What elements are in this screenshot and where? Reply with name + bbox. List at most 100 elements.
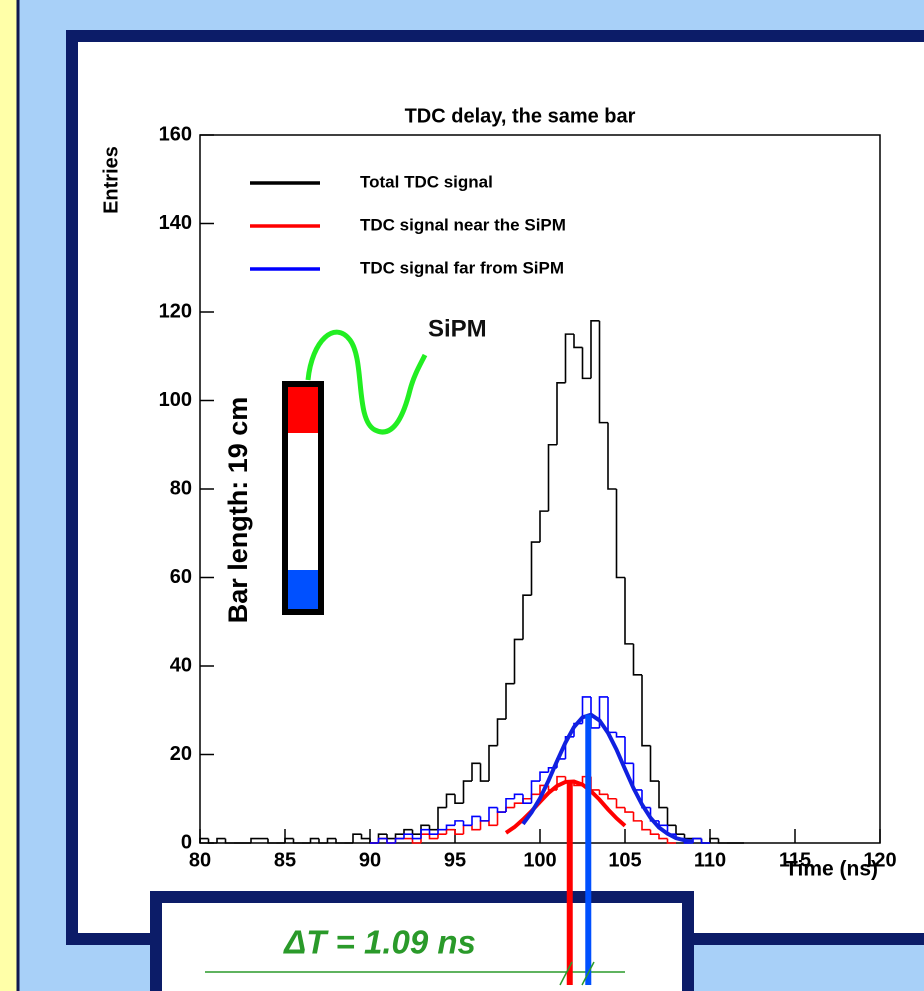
histogram-bin: [292, 838, 302, 844]
histogram-bin: [547, 443, 557, 512]
legend-label: TDC signal far from SiPM: [360, 258, 564, 277]
histogram-bin: [658, 834, 668, 840]
y-tick-label: 40: [170, 654, 192, 676]
histogram-bin: [488, 820, 498, 827]
histogram-bin: [326, 837, 336, 843]
delta-tick: [559, 961, 573, 986]
histogram-bin: [598, 789, 608, 796]
histogram-bin: [437, 806, 447, 830]
x-tick-label: 115: [779, 849, 811, 871]
histogram-bin: [581, 696, 591, 724]
bar-length-label: Bar length: 19 cm: [223, 397, 253, 624]
histogram-bin: [224, 838, 234, 844]
histogram-bin: [615, 732, 625, 738]
histogram-bin: [284, 837, 294, 843]
histogram-bin: [505, 797, 515, 813]
histogram-bin: [530, 541, 540, 596]
histogram-bin: [386, 838, 396, 844]
chart-title: TDC delay, the same bar: [405, 105, 636, 127]
histogram-bin: [411, 838, 421, 844]
histogram-bin: [428, 834, 438, 840]
x-tick-label: 80: [189, 849, 211, 871]
histogram-bin: [454, 820, 464, 826]
histogram-bin: [471, 825, 481, 831]
bar-near-end: [288, 387, 318, 433]
histogram-bin: [454, 829, 464, 835]
delta-t-label: ΔT = 1.09 ns: [282, 924, 476, 961]
histogram-bin: [479, 763, 489, 782]
histogram-bin: [709, 837, 719, 843]
histogram-bin: [513, 793, 523, 799]
histogram-bin: [615, 489, 625, 579]
x-axis-label: Time (ns): [785, 858, 878, 881]
histogram-bin: [403, 828, 413, 835]
panel: [66, 30, 924, 945]
legend-label: Total TDC signal: [360, 172, 493, 191]
histogram-bin: [471, 762, 481, 782]
y-axis-label: Entries: [100, 146, 122, 214]
histogram-bin: [641, 820, 651, 831]
histogram-bin: [666, 838, 676, 844]
x-tick-label: 120: [863, 849, 896, 871]
delta-tick: [581, 961, 595, 986]
histogram-bin: [632, 812, 642, 822]
histogram-bin: [454, 794, 464, 804]
histogram-bin: [335, 838, 345, 844]
histogram-bin: [411, 834, 421, 840]
histogram-bin: [700, 838, 710, 844]
y-tick-label: 60: [170, 566, 192, 588]
histogram-bin: [496, 718, 506, 746]
delta-box: [150, 891, 694, 991]
histogram-bin: [598, 696, 608, 728]
histogram-bin: [607, 794, 617, 800]
y-tick-label: 0: [181, 831, 192, 853]
histogram-bin: [556, 382, 566, 445]
x-tick-label: 110: [694, 849, 726, 871]
histogram-bin: [624, 807, 634, 813]
histogram-bin: [216, 837, 226, 843]
legend-label: TDC signal near the SiPM: [360, 215, 566, 234]
histogram-bin: [403, 833, 413, 839]
x-tick-label: 90: [359, 849, 381, 871]
histogram-bin: [658, 781, 668, 809]
histogram-bin: [530, 780, 540, 804]
histogram-bin: [598, 320, 608, 424]
histogram-bin: [590, 320, 600, 379]
histogram-bin: [199, 837, 209, 843]
histogram-bin: [539, 510, 549, 543]
histogram-bin: [445, 824, 455, 830]
histogram-bin: [318, 838, 328, 844]
histogram-bin: [445, 793, 455, 808]
histogram-bin: [581, 347, 591, 380]
histogram-bin: [394, 833, 404, 839]
histogram-bin: [250, 837, 260, 843]
histogram-bin: [539, 771, 549, 782]
histogram-bin: [352, 833, 362, 843]
histogram-bin: [573, 334, 583, 349]
histogram-bin: [513, 802, 523, 808]
markers: [566, 714, 592, 985]
histogram-bin: [717, 838, 727, 844]
histogram-bin: [428, 829, 438, 835]
histogram-bin: [522, 594, 532, 640]
plot: 0 20 40 60 80 100 120 140 160 80 85 90 95 100 105 110 11…: [159, 123, 897, 871]
histogram-bin: [522, 794, 532, 804]
bar-far-end: [288, 570, 318, 609]
histogram-bin: [309, 837, 319, 843]
histogram-bin: [564, 333, 574, 383]
histogram-bin: [649, 829, 659, 835]
y-tick-label: 160: [159, 123, 192, 145]
histogram-bin: [207, 838, 217, 844]
y-tick-label: 80: [170, 477, 192, 499]
x-tick-label: 100: [523, 849, 556, 871]
histogram-bin: [360, 834, 370, 840]
side-stripe: [0, 0, 18, 991]
histogram-bin: [437, 828, 447, 835]
histogram-bin: [394, 837, 404, 843]
x-tick-label: 105: [608, 849, 641, 871]
y-tick-label: 140: [159, 212, 192, 234]
histogram-bin: [488, 744, 498, 782]
histogram-bin: [607, 422, 617, 490]
fit-curve: [504, 779, 627, 835]
